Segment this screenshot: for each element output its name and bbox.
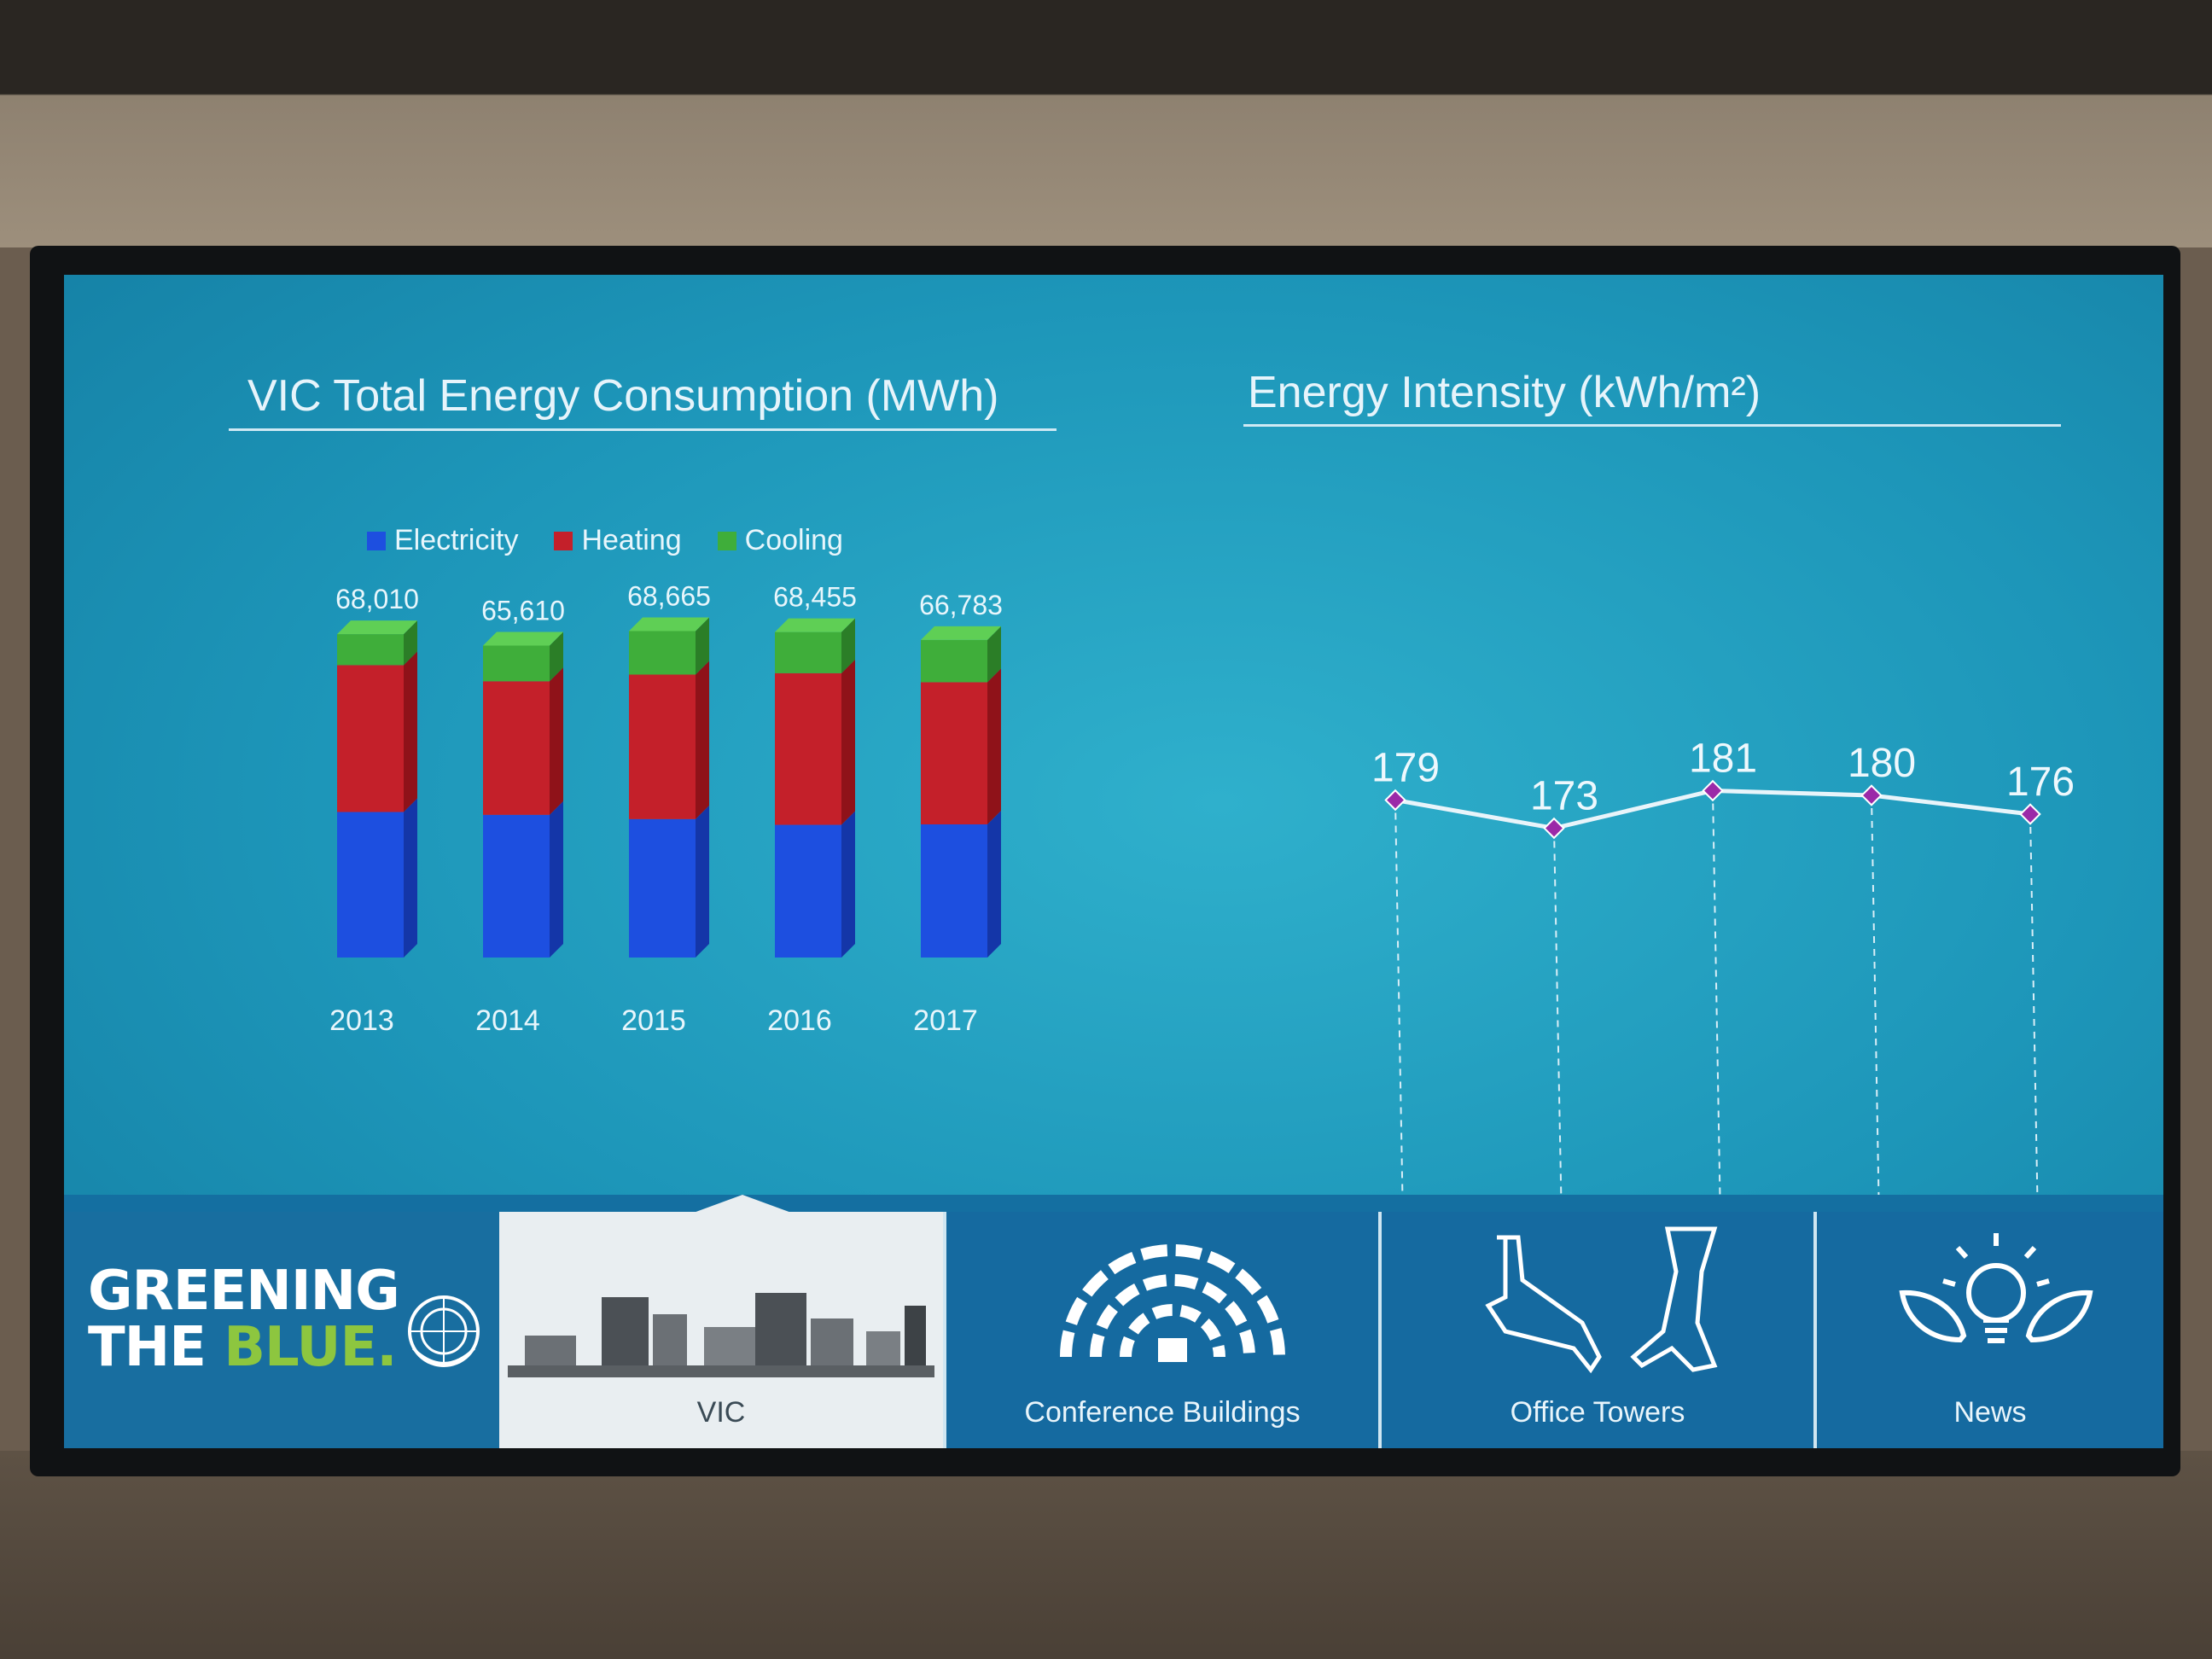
assembly-hall-icon [1060,1244,1285,1362]
bar-segment-cooling-2013 [337,634,404,666]
vic-skyline-image [508,1293,934,1377]
intensity-point-2016 [1860,784,1883,806]
office-towers-icon [1485,1226,1718,1374]
tab-conference-buildings-label: Conference Buildings [1024,1396,1301,1429]
display-screen: VIC Total Energy Consumption (MWh) Elect… [64,275,2163,1448]
intensity-value-label-2015: 181 [1689,736,1757,782]
legend-swatch-heating [554,531,573,550]
consumption-title-rule [229,428,1057,431]
bar-segment-electricity-2016 [775,824,841,958]
bar-segment-cooling-2015 [629,631,696,675]
bar-segment-cooling-2017 [921,639,987,683]
bar-side-cooling-2015 [696,617,709,675]
bar-category-label-2014: 2014 [475,1004,540,1037]
intensity-title-rule [1243,424,2061,427]
legend-heating-label: Heating [581,524,682,556]
logo-line-1: GREENING [88,1260,400,1323]
intensity-point-2017 [2019,803,2041,825]
bar-category-label-2015: 2015 [621,1004,686,1037]
bar-category-label-2013: 2013 [329,1004,394,1037]
bar-category-label-2016: 2016 [767,1004,832,1037]
drop-line-2013 [1394,800,1405,1271]
bar-side-heating-2013 [404,651,417,812]
bar-segment-heating-2015 [629,674,696,819]
drop-line-2015 [1712,790,1722,1271]
bar-side-electricity-2013 [404,798,417,958]
legend-electricity: Electricity [367,524,518,557]
bar-top-2017 [921,626,1001,640]
bar-top-2015 [629,617,709,632]
bar-side-heating-2014 [550,667,563,815]
tab-office-towers-label: Office Towers [1510,1396,1685,1429]
bar-segment-electricity-2014 [483,814,550,958]
intensity-title: Energy Intensity (kWh/m²) [1248,368,1761,417]
bar-total-label-2013: 68,010 [335,584,419,614]
bar-side-electricity-2017 [987,811,1001,958]
bar-side-cooling-2017 [987,626,1001,683]
bar-side-cooling-2016 [841,618,855,673]
legend-electricity-label: Electricity [394,524,519,556]
tab-news[interactable]: News [1813,1212,2163,1448]
bar-segment-cooling-2014 [483,645,550,682]
intensity-value-label-2017: 176 [2006,760,2075,805]
legend-heating: Heating [554,524,682,557]
bar-top-2014 [483,632,563,646]
legend-swatch-electricity [367,531,386,550]
bar-total-label-2016: 68,455 [773,582,857,613]
bar-segment-electricity-2017 [921,824,987,958]
intensity-point-2014 [1543,817,1565,840]
intensity-point-2013 [1384,789,1406,812]
tab-news-label: News [1953,1396,2027,1429]
bottom-navigation: GREENING THE BLUE. [64,1195,2163,1448]
greening-the-blue-logo-tile[interactable]: GREENING THE BLUE. [64,1212,499,1448]
logo-line-2: THE BLUE. [88,1319,399,1376]
tab-conference-buildings[interactable]: Conference Buildings [943,1212,1378,1448]
wall-lower [0,1451,2212,1659]
logo-line-2-white: THE [88,1316,224,1379]
bar-segment-heating-2016 [775,672,841,825]
lightbulb-leaves-icon [1899,1233,2093,1343]
intensity-point-2015 [1702,779,1724,802]
bar-total-label-2017: 66,783 [919,590,1003,620]
drop-line-2014 [1553,828,1563,1271]
intensity-value-label-2016: 180 [1848,741,1916,786]
active-tab-pointer [691,1195,794,1214]
bar-total-label-2014: 65,610 [481,595,565,626]
bar-segment-cooling-2016 [775,632,841,673]
bar-segment-heating-2014 [483,681,550,815]
legend-cooling: Cooling [717,524,843,557]
bar-side-electricity-2015 [696,805,709,958]
bar-side-heating-2016 [841,659,855,825]
bar-side-heating-2015 [696,661,709,819]
bar-top-2013 [337,620,417,635]
legend-swatch-cooling [717,531,736,550]
bar-segment-electricity-2015 [629,818,696,958]
intensity-value-label-2013: 179 [1371,746,1440,791]
legend-cooling-label: Cooling [744,524,843,556]
intensity-value-label-2014: 173 [1530,774,1598,819]
greening-the-blue-logo: GREENING THE BLUE. [88,1260,400,1376]
bar-side-electricity-2014 [550,800,563,958]
bar-side-cooling-2014 [550,632,563,682]
bar-segment-heating-2013 [337,665,404,812]
bar-side-electricity-2016 [841,811,855,958]
bar-segment-heating-2017 [921,682,987,824]
bar-side-heating-2017 [987,668,1001,824]
drop-line-2016 [1871,795,1881,1271]
bar-segment-electricity-2013 [337,812,404,958]
tab-vic-label: VIC [696,1396,746,1429]
bar-top-2016 [775,618,855,632]
tab-vic[interactable]: VIC [499,1212,943,1448]
bar-total-label-2015: 68,665 [627,580,711,611]
bar-side-cooling-2013 [404,620,417,666]
consumption-title: VIC Total Energy Consumption (MWh) [247,371,999,421]
un-emblem-icon [408,1295,480,1367]
logo-line-2-green: BLUE. [224,1316,397,1379]
tab-office-towers[interactable]: Office Towers [1378,1212,1813,1448]
consumption-bar-chart: 68,010 2013 65,610 2014 68,665 2015 68,455 2016… [329,580,1003,1037]
wall-background [0,0,2212,247]
bar-category-label-2017: 2017 [913,1004,978,1037]
consumption-legend: Electricity Heating Cooling [367,524,843,557]
